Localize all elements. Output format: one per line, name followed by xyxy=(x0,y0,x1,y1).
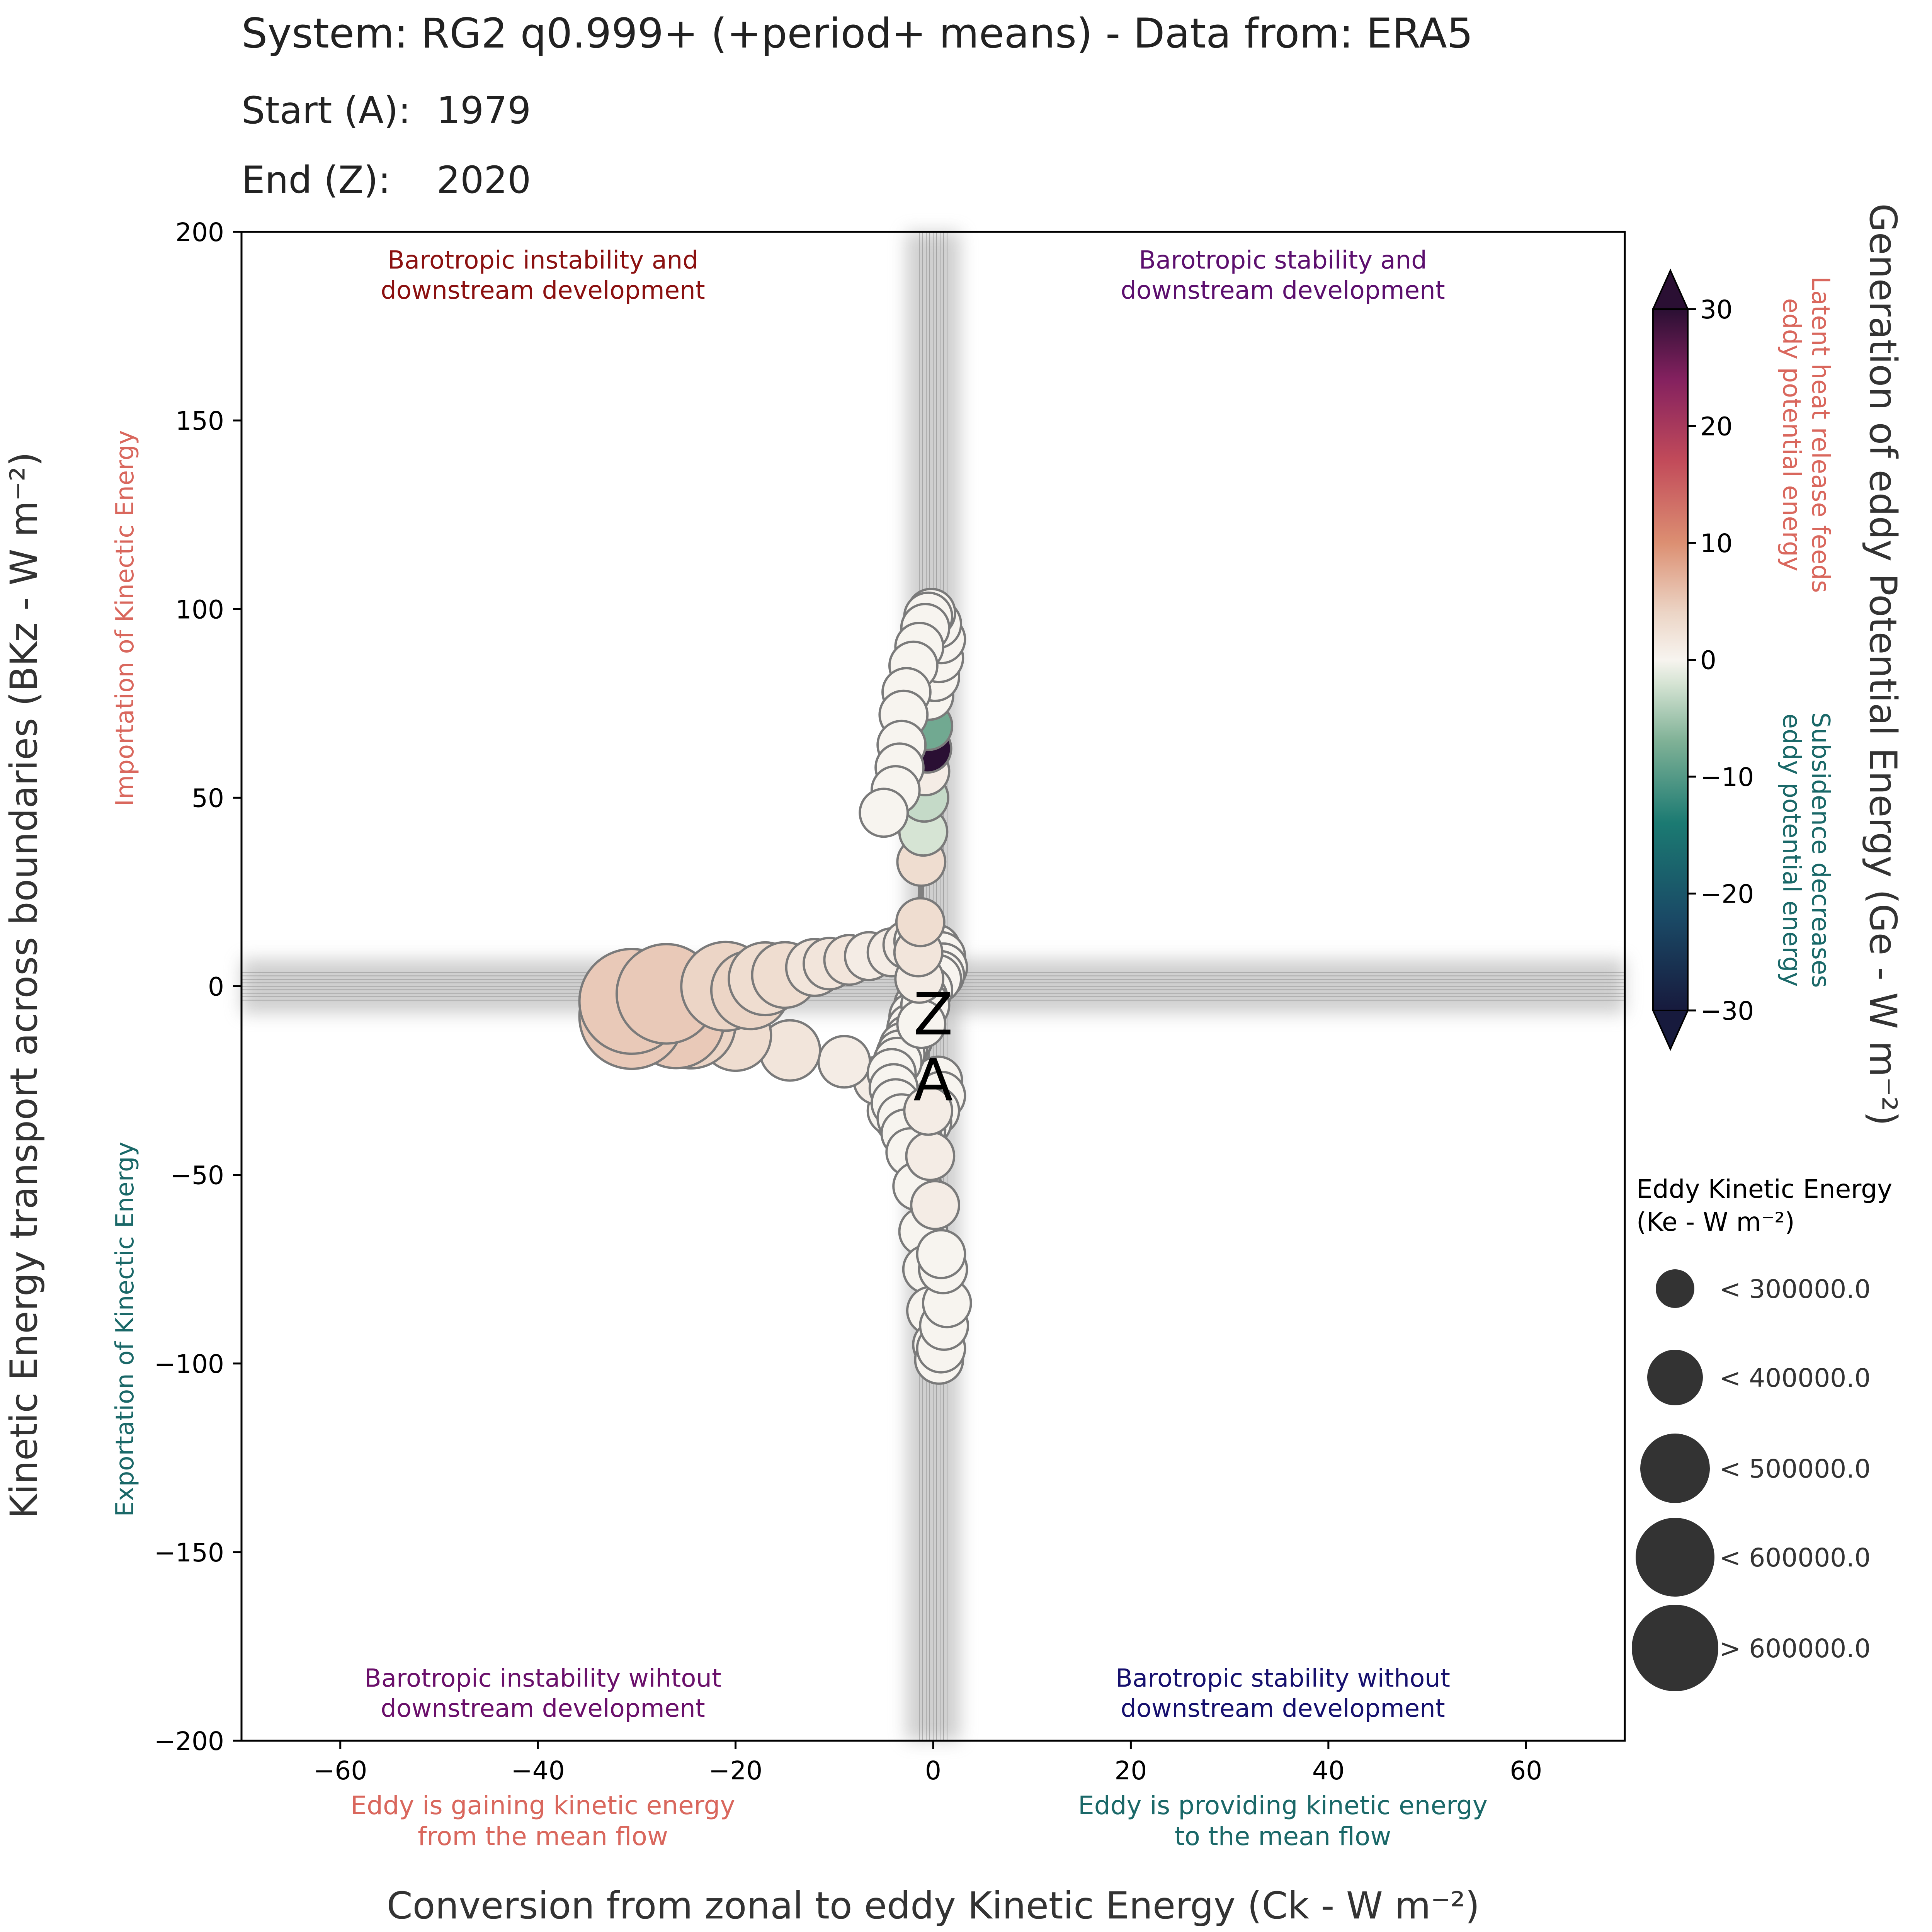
colorbar-tick-label: 0 xyxy=(1700,646,1716,675)
colorbar-label: Generation of eddy Potential Energy (Ge … xyxy=(1861,203,1905,1126)
quadrant-label-bottom-left: downstream development xyxy=(381,1694,705,1723)
end-marker-z: Z xyxy=(913,981,953,1048)
size-legend-subtitle: (Ke - W m⁻²) xyxy=(1636,1207,1795,1237)
x-tick-label: −20 xyxy=(709,1756,762,1786)
data-point xyxy=(903,1085,954,1136)
data-point xyxy=(916,1229,966,1279)
y-tick-label: −50 xyxy=(170,1161,224,1190)
size-legend-title: Eddy Kinetic Energy xyxy=(1636,1174,1892,1204)
y-tick-label: 150 xyxy=(175,406,224,436)
colorbar-extend-bottom xyxy=(1651,1010,1689,1051)
gaining-annotation: from the mean flow xyxy=(418,1821,668,1851)
y-tick-label: 50 xyxy=(192,783,224,813)
colorbar-tick-label: −20 xyxy=(1700,879,1754,909)
size-legend-label: < 500000.0 xyxy=(1719,1454,1871,1484)
x-axis-label: Conversion from zonal to eddy Kinetic En… xyxy=(387,1884,1480,1927)
colorbar-tick-label: −10 xyxy=(1700,762,1754,792)
quadrant-label-top-right: downstream development xyxy=(1121,276,1445,305)
start-value: 1979 xyxy=(437,89,531,132)
data-point xyxy=(905,1131,956,1181)
gaining-annotation: Eddy is gaining kinetic energy xyxy=(350,1791,735,1820)
y-tick-label: 0 xyxy=(208,972,224,1002)
colorbar-extend-top xyxy=(1651,269,1689,310)
colorbar xyxy=(1653,309,1688,1010)
start-marker-a: A xyxy=(913,1047,953,1114)
providing-annotation: Eddy is providing kinetic energy xyxy=(1078,1791,1488,1820)
quadrant-label-bottom-left: Barotropic instability wihtout xyxy=(364,1664,721,1693)
y-tick-label: 100 xyxy=(175,595,224,624)
size-legend-label: < 600000.0 xyxy=(1719,1543,1871,1573)
quadrant-label-top-right: Barotropic stability and xyxy=(1139,246,1427,275)
chart-title: System: RG2 q0.999+ (+period+ means) - D… xyxy=(242,10,1473,57)
data-point xyxy=(910,1180,961,1230)
quadrant-label-bottom-right: downstream development xyxy=(1121,1694,1445,1723)
x-tick-label: −60 xyxy=(313,1756,367,1786)
quadrant-label-top-left: Barotropic instability and xyxy=(388,246,698,275)
end-year: End (Z): 2020 xyxy=(242,158,531,202)
subsidence-annotation: eddy potential energy xyxy=(1777,714,1806,987)
y-tick-label: 200 xyxy=(175,218,224,247)
quadrant-label-bottom-right: Barotropic stability without xyxy=(1116,1664,1450,1693)
colorbar-tick-label: 10 xyxy=(1700,529,1733,558)
end-value: 2020 xyxy=(437,158,531,202)
start-year: Start (A): 1979 xyxy=(242,89,531,132)
x-tick-label: 0 xyxy=(925,1756,941,1786)
quadrant-label-top-left: downstream development xyxy=(381,276,705,305)
data-point xyxy=(895,897,946,947)
size-legend-marker xyxy=(1656,1269,1694,1308)
y-tick-label: −200 xyxy=(154,1726,224,1756)
size-legend-marker xyxy=(1636,1518,1714,1597)
latent-heat-annotation: eddy potential energy xyxy=(1777,298,1806,571)
y-tick-label: −150 xyxy=(154,1538,224,1568)
x-tick-label: −40 xyxy=(511,1756,565,1786)
colorbar-tick-label: 20 xyxy=(1700,412,1733,442)
colorbar-tick-label: −30 xyxy=(1700,996,1754,1026)
importation-annotation: Importation of Kinectic Energy xyxy=(111,430,139,806)
start-label: Start (A): xyxy=(242,89,411,132)
x-tick-label: 40 xyxy=(1312,1756,1345,1786)
latent-heat-annotation: Latent heat release feeds xyxy=(1806,277,1835,593)
size-legend-label: < 300000.0 xyxy=(1719,1274,1871,1304)
size-legend-marker xyxy=(1632,1605,1718,1691)
data-point xyxy=(859,787,909,838)
y-tick-label: −100 xyxy=(154,1349,224,1379)
size-legend-marker xyxy=(1647,1350,1703,1405)
providing-annotation: to the mean flow xyxy=(1175,1821,1391,1851)
exportation-annotation: Exportation of Kinectic Energy xyxy=(111,1141,139,1517)
size-legend-marker xyxy=(1640,1434,1710,1503)
y-axis-label: Kinetic Energy transport across boundari… xyxy=(2,452,46,1519)
colorbar-tick-label: 30 xyxy=(1700,295,1733,325)
subsidence-annotation: Subsidence decreases xyxy=(1806,712,1835,988)
x-tick-label: 60 xyxy=(1510,1756,1542,1786)
end-label: End (Z): xyxy=(242,158,391,202)
size-legend-label: > 600000.0 xyxy=(1719,1634,1871,1663)
data-point xyxy=(817,1035,871,1089)
x-tick-label: 20 xyxy=(1114,1756,1147,1786)
size-legend-label: < 400000.0 xyxy=(1719,1363,1871,1393)
